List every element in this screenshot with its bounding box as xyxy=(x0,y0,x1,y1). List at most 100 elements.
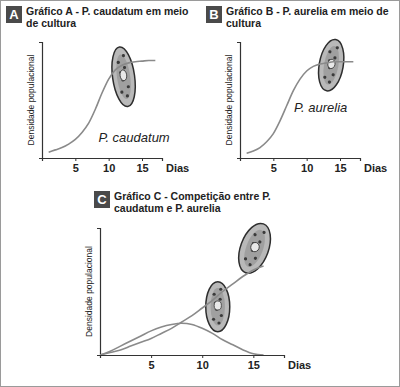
x-axis: 5 10 15 xyxy=(101,355,285,371)
x-tick-label: 5 xyxy=(271,162,277,174)
panel: B Gráfico B - P. aurelia em meio decultur… xyxy=(206,5,389,174)
chart-title: Gráfico C - Competição entre P.caudatum … xyxy=(114,190,271,214)
paramecium-inner xyxy=(114,54,133,100)
paramecium-inner xyxy=(211,288,225,326)
x-tick-mark xyxy=(142,158,143,161)
x-axis: 5 10 15 xyxy=(43,158,163,174)
paramecium-dot xyxy=(248,263,252,267)
x-tick-mark xyxy=(253,355,254,358)
title-line: caudatum e P. aurelia xyxy=(114,202,221,214)
paramecium-body xyxy=(315,38,348,93)
paramecium-dot xyxy=(127,85,131,89)
x-tick: 10 xyxy=(197,355,209,371)
x-tick-mark xyxy=(151,355,152,358)
paramecium-nucleus xyxy=(214,301,221,310)
paramecium-dot xyxy=(335,46,339,50)
series-line xyxy=(100,266,264,355)
panel-letter-box xyxy=(206,6,222,23)
y-axis-title: Densidade populacional xyxy=(84,246,94,337)
paramecium-dot xyxy=(331,73,335,77)
title-line: Gráfico C - Competição entre P. xyxy=(114,190,271,202)
paramecium-dot xyxy=(328,50,332,54)
x-tick: 15 xyxy=(136,158,148,174)
series-line xyxy=(100,323,264,355)
paramecium-dot xyxy=(212,318,215,321)
panel: A Gráfico A - P. caudatum em meiode cultu… xyxy=(6,5,189,174)
x-tick: 15 xyxy=(248,355,260,371)
x-tick-label: 15 xyxy=(136,162,148,174)
paramecium-inner xyxy=(240,227,269,269)
y-axis-title: Densidade populacional xyxy=(26,55,36,146)
paramecium-dot xyxy=(219,298,222,301)
x-tick-label: 15 xyxy=(334,162,346,174)
paramecium-dot xyxy=(323,75,327,79)
panel-letter: B xyxy=(209,7,218,22)
series-line xyxy=(247,62,354,154)
paramecium xyxy=(315,38,348,93)
paramecium-dot xyxy=(126,94,130,98)
x-tick-mark xyxy=(109,158,110,161)
panel: CGráfico C - Competição entre P.caudatum… xyxy=(84,190,311,371)
species-label: P. caudatum xyxy=(98,130,169,145)
paramecium-dot xyxy=(123,66,127,70)
paramecium-dot xyxy=(262,230,266,234)
paramecium-dot xyxy=(213,293,216,296)
x-tick: 10 xyxy=(301,158,313,174)
y-axis xyxy=(97,229,101,356)
y-axis xyxy=(237,43,241,159)
frame xyxy=(1,1,400,387)
paramecium-nucleus xyxy=(249,241,260,253)
x-tick-mark xyxy=(273,158,274,161)
paramecium-dot xyxy=(258,240,262,244)
x-tick: 5 xyxy=(149,355,155,371)
paramecium-dot xyxy=(217,321,220,324)
illustrations xyxy=(206,219,277,332)
paramecium-nucleus xyxy=(119,70,127,82)
x-tick-label: 5 xyxy=(73,162,79,174)
chart-title: Gráfico A - P. caudatum em meiode cultur… xyxy=(26,5,188,29)
x-tick-label: 15 xyxy=(248,359,260,371)
x-tick: 10 xyxy=(103,158,115,174)
x-axis-line xyxy=(43,159,163,162)
x-tick-mark xyxy=(75,158,76,161)
x-tick-label: 10 xyxy=(197,359,209,371)
paramecium xyxy=(109,46,139,108)
x-tick: 5 xyxy=(73,158,79,174)
x-tick-mark xyxy=(307,158,308,161)
illustrations xyxy=(109,46,139,108)
panel-letter-box xyxy=(94,191,110,208)
paramecium-dot xyxy=(219,288,222,291)
y-axis-line xyxy=(97,229,101,356)
paramecium-nucleus xyxy=(327,59,336,69)
y-axis-line xyxy=(39,43,43,159)
x-tick: 15 xyxy=(334,158,346,174)
x-tick-mark xyxy=(202,355,203,358)
paramecium-inner xyxy=(321,45,342,86)
y-axis-title: Densidade populacional xyxy=(224,55,234,146)
x-axis: 5 10 15 xyxy=(241,158,361,174)
illustrations xyxy=(315,38,348,93)
x-axis-line xyxy=(241,159,361,162)
x-tick-mark xyxy=(340,158,341,161)
paramecium-dot xyxy=(220,314,223,317)
paramecium-body xyxy=(109,46,139,108)
title-line: Gráfico A - P. caudatum em meio xyxy=(26,5,188,17)
x-axis-line xyxy=(101,356,285,359)
y-axis xyxy=(39,43,43,159)
paramecium-dot xyxy=(328,80,332,84)
title-line: cultura xyxy=(226,17,261,29)
x-axis-title: Dias xyxy=(364,162,387,174)
plot-marks xyxy=(100,266,264,355)
x-tick-label: 5 xyxy=(149,359,155,371)
x-tick-label: 10 xyxy=(103,162,115,174)
y-axis-line xyxy=(237,43,241,159)
panel-letter: A xyxy=(9,7,19,22)
paramecium-dot xyxy=(116,61,120,65)
x-tick: 5 xyxy=(271,158,277,174)
title-line: Gráfico B - P. aurelia em meio de xyxy=(226,5,389,17)
x-axis-title: Dias xyxy=(166,162,189,174)
paramecium-dot xyxy=(122,54,126,58)
paramecium-dot xyxy=(243,257,247,261)
panel-letter-box xyxy=(6,6,22,23)
paramecium-dot xyxy=(253,233,257,237)
